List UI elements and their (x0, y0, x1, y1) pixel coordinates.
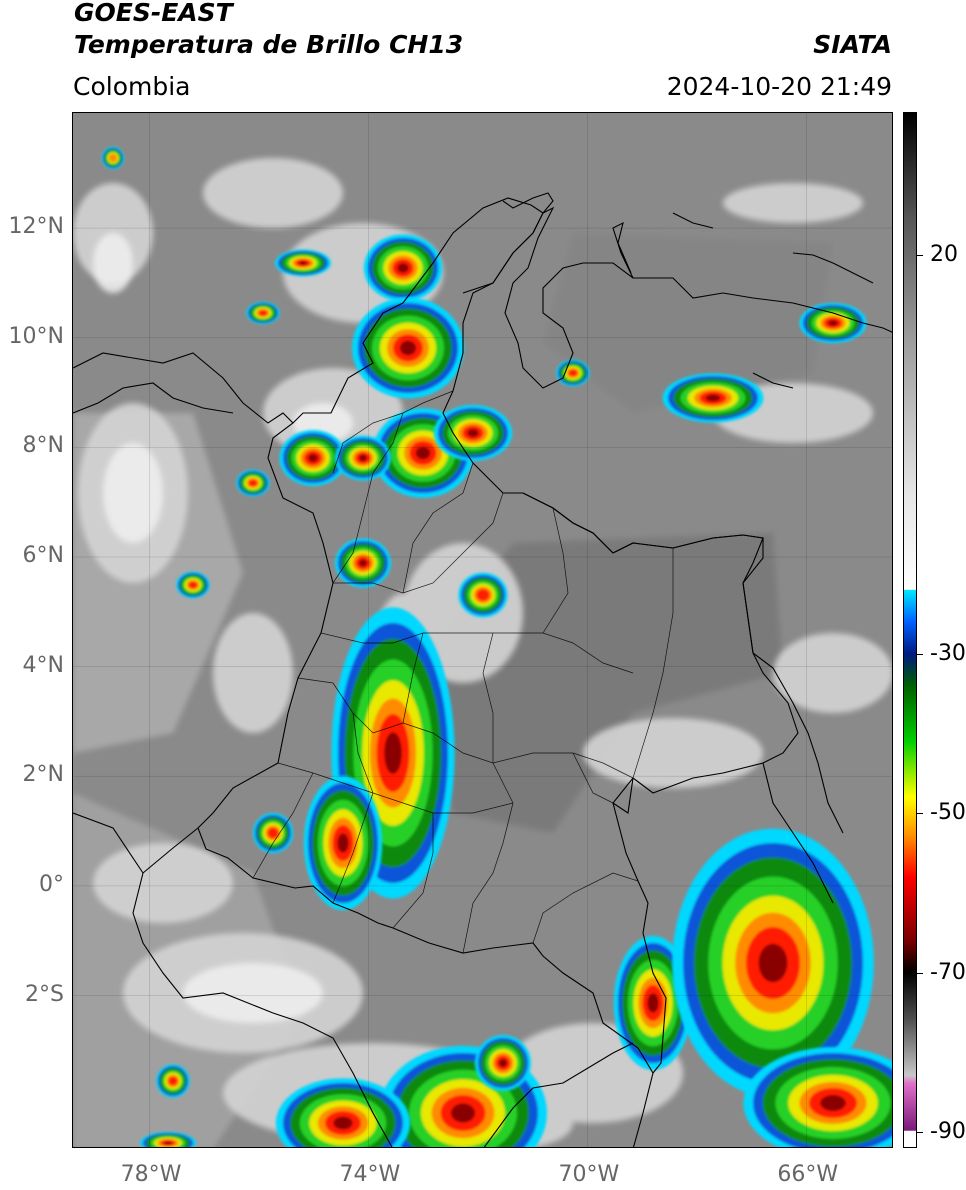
storm-cell-contour (647, 993, 659, 1013)
storm-cell-contour (400, 340, 416, 356)
storm-cell-contour (467, 429, 479, 437)
colorbar-tick-label: 20 (930, 242, 958, 268)
storm-cell-contour (451, 1103, 475, 1123)
storm-cell-contour (308, 454, 318, 462)
colorbar-tick-label: -90 (930, 1119, 966, 1145)
colorbar-tick-label: -70 (930, 959, 966, 985)
colorbar-tick-label: -30 (930, 640, 966, 666)
warm-surface-layer (73, 233, 833, 1147)
storm-cell-contour (359, 559, 367, 567)
storm-cell (246, 301, 280, 325)
storm-cell (303, 775, 383, 911)
storm-cell (458, 572, 508, 618)
storm-cell (379, 1045, 547, 1147)
storm-cell (101, 146, 125, 170)
storm-cell-contour (758, 943, 788, 983)
storm-cell-contour (258, 310, 268, 316)
storm-cell-contour (820, 1095, 846, 1111)
storm-cell (335, 538, 391, 588)
storm-cell-contour (384, 732, 402, 774)
storm-cell-contour (415, 446, 431, 460)
lat-tick-label: 2°S (25, 981, 64, 1007)
lat-tick-label: 0° (39, 871, 64, 897)
storm-cell-contour (499, 1059, 507, 1067)
storm-cell (672, 828, 874, 1098)
colorbar-tick (917, 255, 923, 257)
storm-cell-contour (248, 479, 258, 487)
convection-cells (101, 146, 892, 1147)
storm-cell (236, 469, 270, 497)
storm-cell (335, 435, 391, 481)
department-borders (252, 390, 674, 954)
storm-cell (433, 405, 513, 461)
lat-tick-label: 8°N (22, 433, 64, 459)
storm-cell-contour (828, 320, 838, 326)
storm-cell-contour (333, 1116, 353, 1130)
lon-tick-label: 78°W (120, 1162, 182, 1187)
storm-cell (352, 297, 464, 399)
colorbar (903, 112, 917, 1148)
lat-tick-label: 2°N (22, 762, 64, 788)
storm-cell (279, 430, 347, 486)
storm-cell (475, 1035, 531, 1091)
storm-cell-contour (164, 1141, 172, 1145)
region-label: Colombia (73, 72, 191, 101)
satellite-map[interactable] (72, 112, 893, 1148)
storm-cell (176, 571, 210, 599)
storm-cell-contour (337, 833, 349, 853)
storm-cell-contour (476, 589, 490, 601)
storm-cell-contour (299, 261, 307, 265)
lat-tick-label: 4°N (22, 652, 64, 678)
colorbar-tick (917, 653, 923, 655)
agency-label: SIATA (813, 30, 892, 59)
storm-cell (743, 1047, 892, 1147)
lat-tick-label: 12°N (8, 214, 64, 240)
storm-cell-contour (397, 263, 409, 273)
storm-cell (662, 373, 764, 423)
colorbar-tick-label: -50 (930, 800, 966, 826)
map-canvas (73, 113, 892, 1147)
borders (73, 192, 892, 1147)
lat-tick-label: 10°N (8, 323, 64, 349)
storm-cell (275, 249, 331, 277)
storm-cell-contour (705, 394, 721, 402)
timestamp: 2024-10-20 21:49 (666, 72, 892, 101)
graticule (73, 113, 892, 1147)
storm-cell (252, 812, 294, 854)
storm-cell (275, 1078, 411, 1147)
storm-cell-contour (359, 454, 367, 462)
storm-cell (556, 359, 590, 387)
storm-cell-contour (168, 1076, 178, 1086)
lat-tick-label: 6°N (22, 543, 64, 568)
storm-cell-contour (568, 369, 578, 377)
storm-cell-contour (108, 153, 118, 163)
storm-cell (799, 302, 867, 344)
storm-cell-contour (188, 581, 198, 589)
colorbar-tick (917, 972, 923, 974)
storm-cell (140, 1131, 196, 1147)
colorbar-tick (917, 1132, 923, 1134)
title-product: Temperatura de Brillo CH13 (74, 30, 464, 59)
storm-cell (156, 1064, 190, 1098)
colorbar-tick (917, 813, 923, 815)
lon-tick-label: 74°W (339, 1162, 401, 1187)
storm-cell (363, 234, 443, 302)
storm-cell-contour (267, 827, 279, 839)
lon-tick-label: 70°W (558, 1162, 620, 1187)
title-satellite: GOES-EAST (74, 0, 233, 27)
lon-tick-label: 66°W (777, 1162, 839, 1187)
